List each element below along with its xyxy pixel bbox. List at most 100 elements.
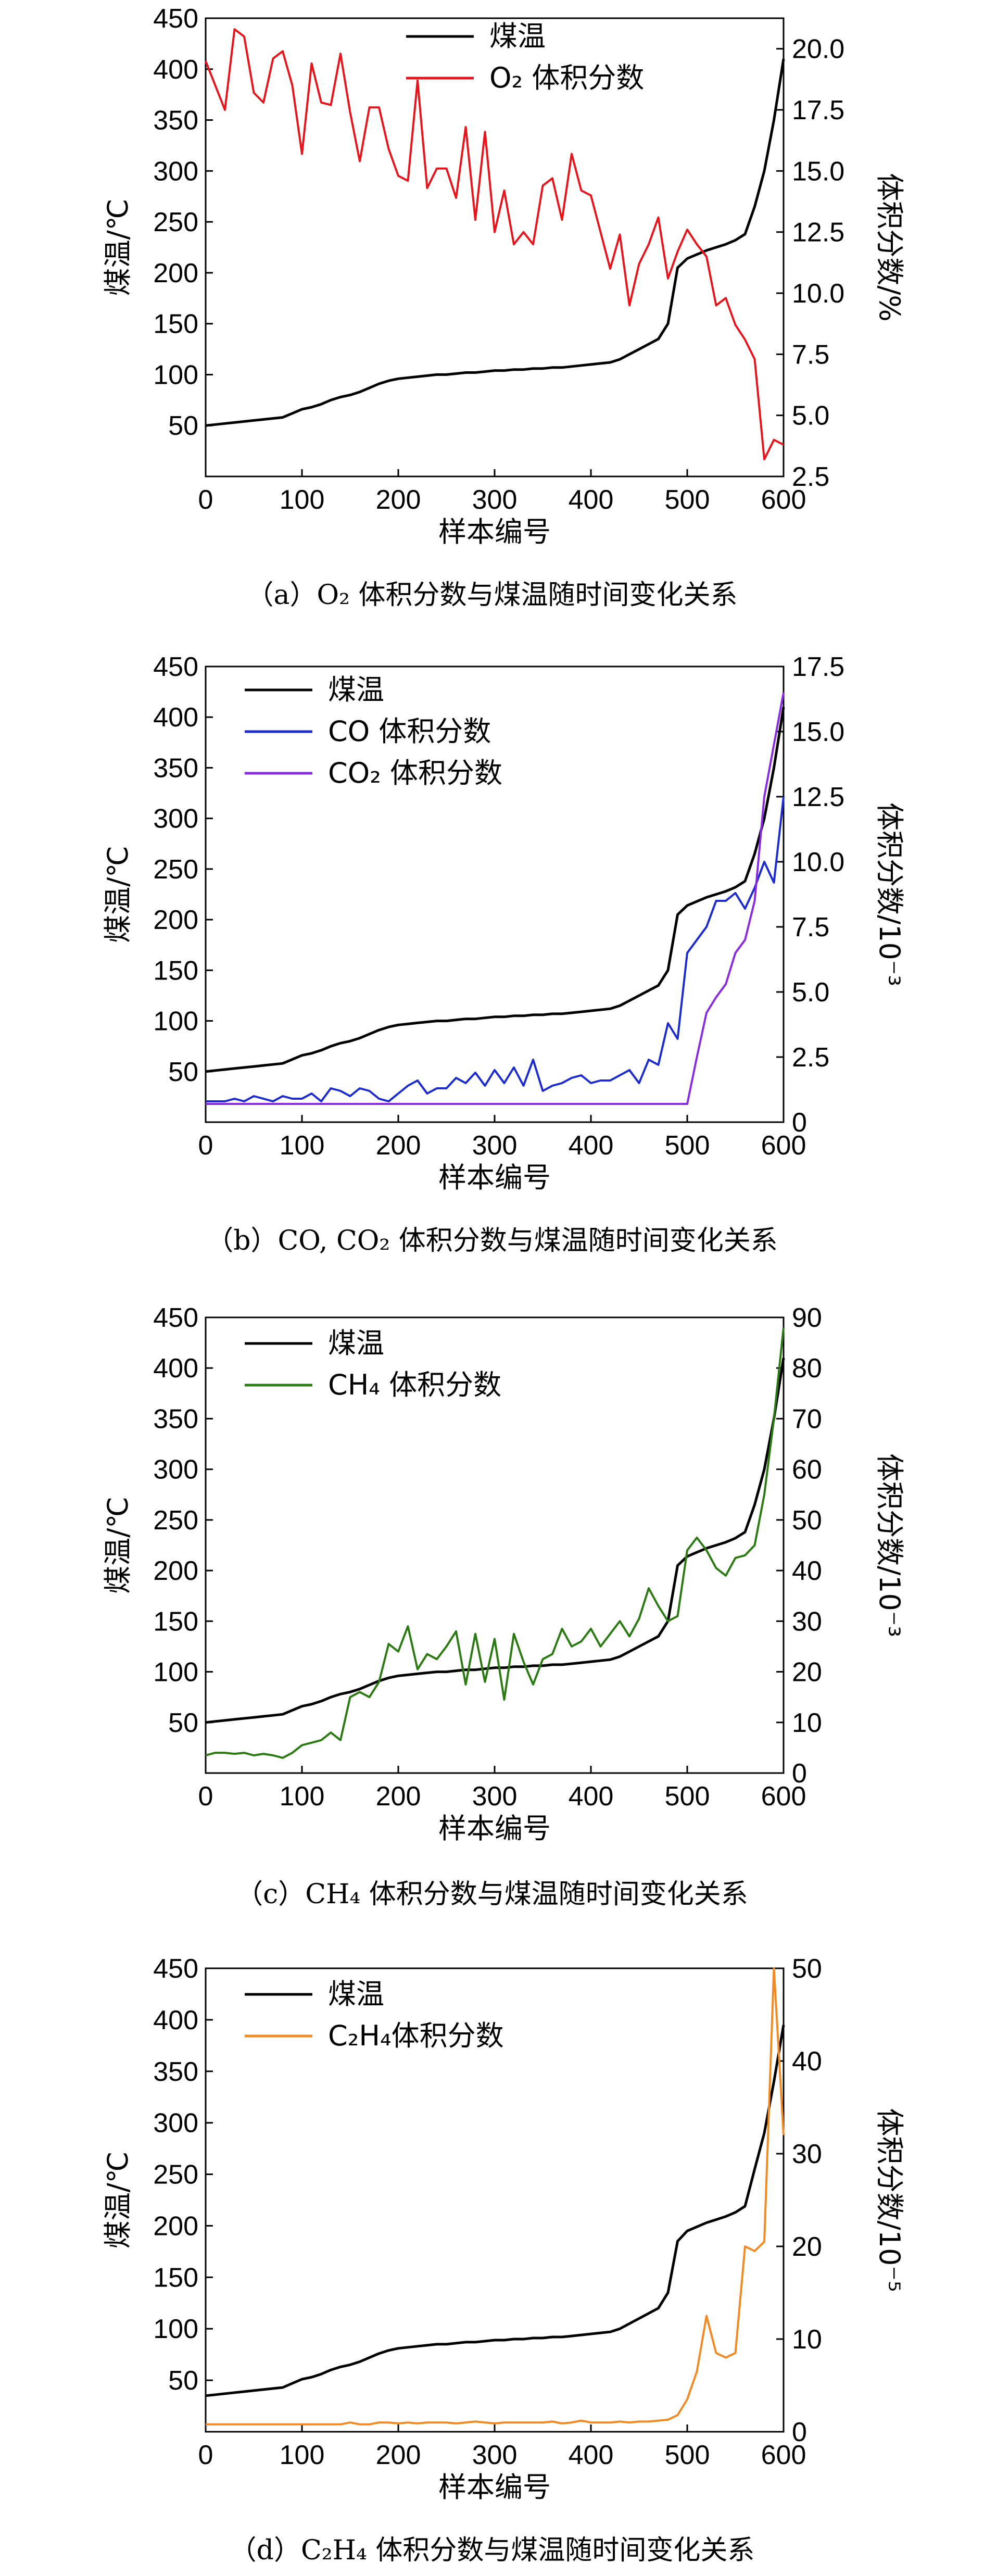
- chart-b-x-tick-label: 600: [761, 1130, 806, 1161]
- chart-a-y2-tick-label: 2.5: [792, 462, 829, 492]
- chart-a-caption: （a）O₂ 体积分数与煤温随时间变化关系: [246, 580, 738, 611]
- chart-a-y-tick-label: 50: [168, 411, 198, 441]
- chart-d-y-tick-label: 400: [153, 2005, 198, 2035]
- chart-a-y2-tick-label: 7.5: [792, 340, 829, 370]
- chart-a-y-tick-label: 150: [153, 309, 198, 340]
- chart-d-x-axis-label: 样本编号: [438, 2471, 551, 2504]
- chart-a-y2-tick-label: 20.0: [792, 34, 844, 65]
- chart-b-y2-tick-label: 15.0: [792, 717, 844, 747]
- chart-panel-a: 0 100 200 300 400 500 600 50 100 150 200 250 300 350 4…: [0, 0, 984, 620]
- chart-a-series-line-0: [205, 58, 785, 427]
- chart-a-x-tick-label: 300: [472, 485, 518, 515]
- chart-d-x-tick-label: 300: [472, 2440, 518, 2470]
- chart-d-series-line-0: [205, 2025, 785, 2397]
- chart-b-y-tick-label: 300: [153, 804, 198, 834]
- chart-a-x-axis-label: 样本编号: [438, 516, 551, 548]
- chart-d-y2-tick-label: 0: [792, 2417, 807, 2447]
- chart-d-x-tick-label: 100: [280, 2440, 325, 2470]
- chart-d-y2-tick-label: 20: [792, 2232, 822, 2262]
- chart-c-y-tick-label: 300: [153, 1455, 198, 1485]
- chart-c-y-tick-label: 50: [168, 1708, 198, 1738]
- chart-b-x-axis-label: 样本编号: [438, 1161, 551, 1194]
- chart-b-legend-label-0: 煤温: [328, 673, 384, 706]
- chart-c-y2-tick-label: 90: [792, 1303, 822, 1333]
- chart-a-y-tick-label: 100: [153, 360, 198, 390]
- chart-c-y2-tick-label: 40: [792, 1556, 822, 1586]
- chart-d-y-tick-label: 300: [153, 2108, 198, 2139]
- chart-b-y-tick-label: 100: [153, 1007, 198, 1037]
- chart-b-y2-tick-label: 5.0: [792, 977, 829, 1008]
- chart-b-y-axis-label: 煤温/℃: [102, 846, 134, 943]
- chart-b-x-tick-label: 0: [198, 1130, 213, 1161]
- chart-c-y-tick-label: 100: [153, 1657, 198, 1688]
- chart-c-x-tick-label: 100: [280, 1781, 325, 1812]
- chart-d-x-tick-label: 400: [569, 2440, 614, 2470]
- chart-b-legend-label-1: CO 体积分数: [328, 715, 491, 748]
- chart-a-legend-label-1: O₂ 体积分数: [489, 61, 644, 94]
- chart-a-x-tick-label: 600: [761, 485, 806, 515]
- chart-a-y-tick-label: 250: [153, 207, 198, 237]
- chart-c-series-line-1: [205, 1327, 785, 1759]
- chart-b-x-tick-label: 300: [472, 1130, 518, 1161]
- chart-c-y-axis-label: 煤温/℃: [102, 1497, 134, 1594]
- chart-c-y-tick-label: 200: [153, 1556, 198, 1586]
- chart-a-y-axis-label: 煤温/℃: [102, 199, 134, 296]
- chart-a-y-tick-label: 400: [153, 55, 198, 85]
- chart-b-y-tick-label: 150: [153, 956, 198, 986]
- chart-c-y2-tick-label: 20: [792, 1657, 822, 1688]
- chart-c-y2-axis-label: 体积分数/10⁻³: [873, 1453, 906, 1637]
- chart-d-svg: 0 100 200 300 400 500 600501001502002503003504…: [102, 1954, 906, 2504]
- chart-c-svg: 0 100 200 300 400 500 600501001502002503003504…: [102, 1303, 906, 1845]
- chart-b-y-tick-label: 250: [153, 855, 198, 885]
- chart-c-y2-tick-label: 70: [792, 1404, 822, 1434]
- chart-b-y-tick-label: 200: [153, 905, 198, 935]
- chart-b-y2-tick-label: 0: [792, 1108, 807, 1138]
- chart-d-y2-tick-label: 30: [792, 2139, 822, 2169]
- chart-d-y-tick-label: 200: [153, 2211, 198, 2241]
- chart-d-legend-label-1: C₂H₄体积分数: [328, 2019, 504, 2052]
- chart-c-y-tick-label: 400: [153, 1353, 198, 1384]
- chart-c-x-tick-label: 500: [665, 1781, 710, 1812]
- chart-c-x-tick-label: 400: [569, 1781, 614, 1812]
- chart-a-y2-tick-label: 17.5: [792, 95, 844, 125]
- chart-c-y2-tick-label: 80: [792, 1353, 822, 1384]
- chart-b-x-tick-label: 200: [376, 1130, 421, 1161]
- chart-c-series-line-0: [205, 1358, 785, 1724]
- chart-b-y2-tick-label: 10.0: [792, 847, 844, 877]
- chart-c-legend-label-0: 煤温: [328, 1327, 384, 1360]
- chart-a-y-tick-label: 350: [153, 106, 198, 136]
- chart-b-series-line-0: [205, 707, 785, 1073]
- chart-a-y-tick-label: 200: [153, 258, 198, 288]
- chart-b-y2-tick-label: 12.5: [792, 782, 844, 812]
- chart-d-legend-label-0: 煤温: [328, 1978, 384, 2010]
- chart-a-x-tick-label: 500: [665, 485, 710, 515]
- chart-b-y-tick-label: 400: [153, 702, 198, 733]
- chart-a-svg: 0 100 200 300 400 500 600 50 100 150 200 250 300 350 4…: [102, 4, 906, 548]
- chart-c-x-tick-label: 600: [761, 1781, 806, 1812]
- chart-c-x-tick-label: 300: [472, 1781, 518, 1812]
- chart-b-y2-tick-label: 2.5: [792, 1042, 829, 1073]
- chart-c-y2-tick-label: 50: [792, 1505, 822, 1536]
- chart-a-y2-tick-label: 5.0: [792, 401, 829, 431]
- chart-b-y-tick-label: 50: [168, 1057, 198, 1087]
- chart-d-y2-tick-label: 40: [792, 2046, 822, 2077]
- chart-d-y-tick-label: 50: [168, 2366, 198, 2396]
- chart-a-x-tick-label: 0: [198, 485, 213, 515]
- chart-a-legend-label-0: 煤温: [489, 20, 546, 53]
- chart-b-y-tick-label: 450: [153, 652, 198, 682]
- chart-c-caption: （c）CH₄ 体积分数与煤温随时间变化关系: [236, 1879, 748, 1910]
- chart-a-y-tick-label: 300: [153, 156, 198, 186]
- chart-a-y-tick-label: 450: [153, 4, 198, 34]
- chart-b-series-line-1: [206, 796, 785, 1102]
- chart-a-x-tick-label: 100: [280, 485, 325, 515]
- chart-b-x-tick-label: 500: [665, 1130, 710, 1161]
- chart-b-series-line-2: [206, 692, 785, 1105]
- chart-c-y2-tick-label: 10: [792, 1708, 822, 1738]
- chart-b-y2-tick-label: 7.5: [792, 912, 829, 943]
- chart-panel-c: 0 100 200 300 400 500 600 50 100 150 200 250 300 350 4…: [0, 1294, 984, 1919]
- chart-c-y-tick-label: 350: [153, 1404, 198, 1434]
- chart-d-x-tick-label: 500: [665, 2440, 710, 2470]
- chart-a-y2-tick-label: 15.0: [792, 156, 844, 186]
- chart-c-x-tick-label: 200: [376, 1781, 421, 1812]
- chart-d-y-tick-label: 450: [153, 1954, 198, 1984]
